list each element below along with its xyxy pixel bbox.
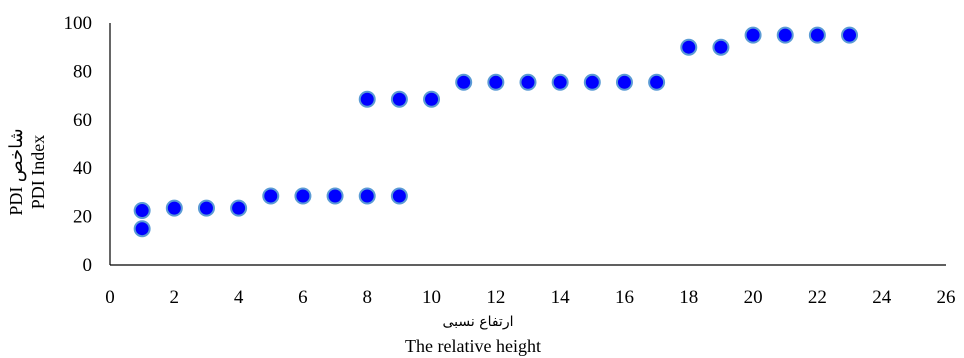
data-point	[808, 26, 826, 44]
data-point	[712, 38, 730, 56]
x-axis-title-english: The relative height	[405, 336, 541, 356]
data-point	[262, 187, 280, 205]
data-point	[197, 199, 215, 217]
x-tick-label: 18	[679, 287, 698, 308]
x-axis-title-persian: ارتفاع نسبی	[443, 314, 514, 330]
y-axis-title-english: PDI Index	[28, 135, 48, 210]
data-point	[133, 220, 151, 238]
data-point	[326, 187, 344, 205]
y-tick-label: 0	[83, 255, 93, 276]
data-point	[133, 202, 151, 220]
x-tick-label: 16	[615, 287, 634, 308]
x-tick-label: 22	[808, 287, 827, 308]
data-point	[390, 90, 408, 108]
x-tick-label: 12	[486, 287, 505, 308]
x-tick-label: 26	[937, 287, 956, 308]
y-axis-title-persian: شاخص PDI	[6, 128, 27, 215]
x-tick-label: 10	[422, 287, 441, 308]
x-tick-label: 0	[105, 287, 115, 308]
y-tick-label: 60	[73, 110, 92, 131]
data-point	[776, 26, 794, 44]
data-point	[455, 73, 473, 91]
data-point	[648, 73, 666, 91]
x-tick-label: 14	[551, 287, 571, 308]
data-point	[551, 73, 569, 91]
x-tick-label: 8	[362, 287, 372, 308]
data-point	[583, 73, 601, 91]
x-tick-label: 2	[170, 287, 180, 308]
data-point	[841, 26, 859, 44]
x-tick-label: 4	[234, 287, 244, 308]
data-point	[615, 73, 633, 91]
x-tick-label: 20	[744, 287, 763, 308]
data-point	[487, 73, 505, 91]
data-points	[133, 26, 859, 238]
data-point	[230, 199, 248, 217]
data-point	[680, 38, 698, 56]
axes	[109, 23, 946, 266]
y-tick-label: 20	[73, 207, 92, 228]
data-point	[519, 73, 537, 91]
data-point	[294, 187, 312, 205]
x-tick-label: 24	[872, 287, 892, 308]
data-point	[423, 90, 441, 108]
x-tick-label: 6	[298, 287, 308, 308]
data-point	[744, 26, 762, 44]
y-tick-label: 40	[73, 158, 92, 179]
y-tick-label: 100	[64, 13, 93, 34]
data-point	[358, 90, 376, 108]
data-point	[390, 187, 408, 205]
data-point	[358, 187, 376, 205]
y-tick-label: 80	[73, 61, 92, 82]
data-point	[165, 199, 183, 217]
